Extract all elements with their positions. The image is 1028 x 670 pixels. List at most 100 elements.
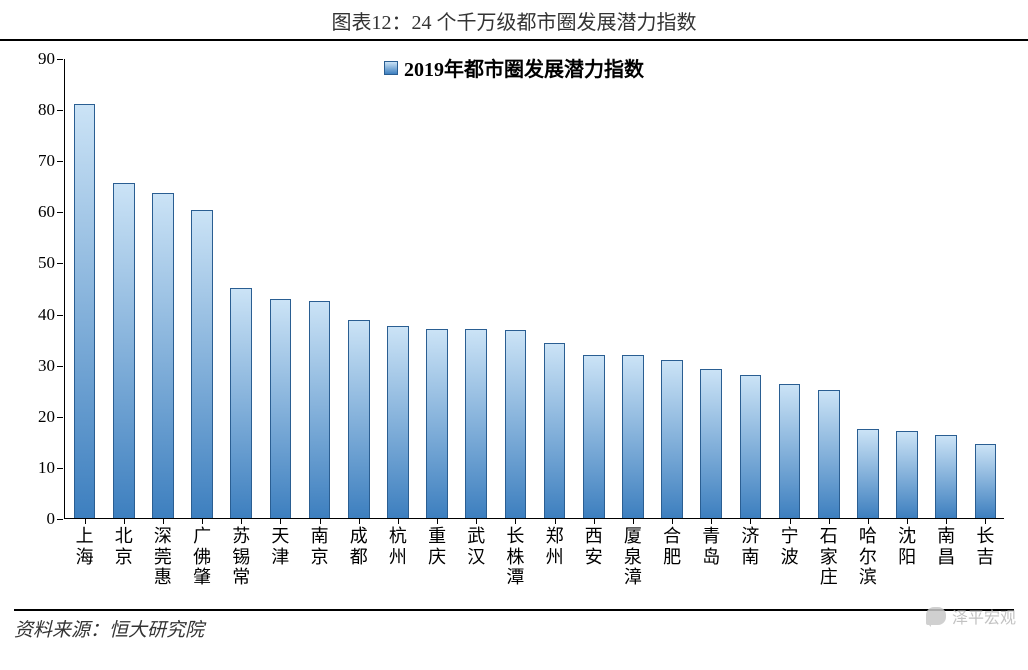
bar [700,369,722,518]
x-label: 南昌 [927,526,966,567]
y-tick [57,417,63,418]
x-tick [202,518,203,524]
y-tick-label: 20 [38,407,55,427]
x-label: 济南 [731,526,770,567]
bar [661,360,683,518]
bars-container [65,59,1004,518]
x-label: 郑州 [535,526,574,567]
bar [426,329,448,518]
plot-region: 0102030405060708090上海北京深莞惠广佛肇苏锡常天津南京成都杭州… [64,59,1004,519]
x-label: 长吉 [966,526,1005,567]
x-tick [359,518,360,524]
bar [152,193,174,518]
watermark: 泽平宏观 [926,604,1016,628]
x-tick [672,518,673,524]
bar [230,288,252,518]
y-tick [57,161,63,162]
bar [622,355,644,518]
y-tick-label: 60 [38,202,55,222]
x-tick [790,518,791,524]
x-tick [280,518,281,524]
x-label: 宁波 [770,526,809,567]
x-label: 成都 [339,526,378,567]
bar [740,375,762,518]
x-label: 天津 [261,526,300,567]
x-label: 重庆 [418,526,457,567]
x-label: 长株潭 [496,526,535,588]
bar [505,330,527,518]
bar [583,355,605,518]
wechat-icon [926,607,946,625]
bar [779,384,801,518]
x-tick [711,518,712,524]
x-tick [320,518,321,524]
y-tick [57,366,63,367]
x-label: 深莞惠 [143,526,182,588]
y-tick [57,110,63,111]
bar [935,435,957,518]
x-tick [476,518,477,524]
x-tick [633,518,634,524]
y-tick-label: 30 [38,356,55,376]
x-tick [946,518,947,524]
x-label: 杭州 [378,526,417,567]
x-tick [85,518,86,524]
y-tick-label: 70 [38,151,55,171]
y-tick-label: 90 [38,49,55,69]
bar [387,326,409,518]
x-tick [555,518,556,524]
x-tick [437,518,438,524]
bar [857,429,879,518]
x-label: 合肥 [653,526,692,567]
source-footer: 资料来源：恒大研究院 [14,609,1014,642]
x-tick [241,518,242,524]
watermark-text: 泽平宏观 [952,604,1016,628]
bar [113,183,135,518]
y-tick-label: 0 [47,509,56,529]
x-label: 北京 [104,526,143,567]
bar [74,104,96,518]
bar [544,343,566,518]
x-label: 广佛肇 [183,526,222,588]
x-label: 苏锡常 [222,526,261,588]
y-tick [57,315,63,316]
x-tick [398,518,399,524]
y-tick-label: 10 [38,458,55,478]
bar [191,210,213,518]
bar [465,329,487,518]
x-label: 厦泉漳 [613,526,652,588]
y-tick [57,468,63,469]
bar [309,301,331,518]
bar [896,431,918,518]
x-tick [750,518,751,524]
bar [270,299,292,518]
x-label: 南京 [300,526,339,567]
y-tick-label: 40 [38,305,55,325]
x-tick [515,518,516,524]
x-label: 沈阳 [888,526,927,567]
x-label: 西安 [574,526,613,567]
x-label: 石家庄 [809,526,848,588]
chart-title: 图表12：24 个千万级都市圈发展潜力指数 [0,0,1028,41]
x-tick [124,518,125,524]
y-tick [57,212,63,213]
y-tick-label: 80 [38,100,55,120]
x-label: 上海 [65,526,104,567]
bar [348,320,370,518]
y-tick [57,519,63,520]
x-tick [907,518,908,524]
bar [975,444,997,518]
x-tick [868,518,869,524]
x-tick [594,518,595,524]
bar [818,390,840,518]
y-tick-label: 50 [38,253,55,273]
y-tick [57,59,63,60]
y-tick [57,263,63,264]
x-tick [829,518,830,524]
x-tick [985,518,986,524]
x-tick [163,518,164,524]
x-label: 哈尔滨 [848,526,887,588]
x-label: 武汉 [457,526,496,567]
bar-chart: 2019年都市圈发展潜力指数 0102030405060708090上海北京深莞… [14,49,1014,609]
x-label: 青岛 [692,526,731,567]
